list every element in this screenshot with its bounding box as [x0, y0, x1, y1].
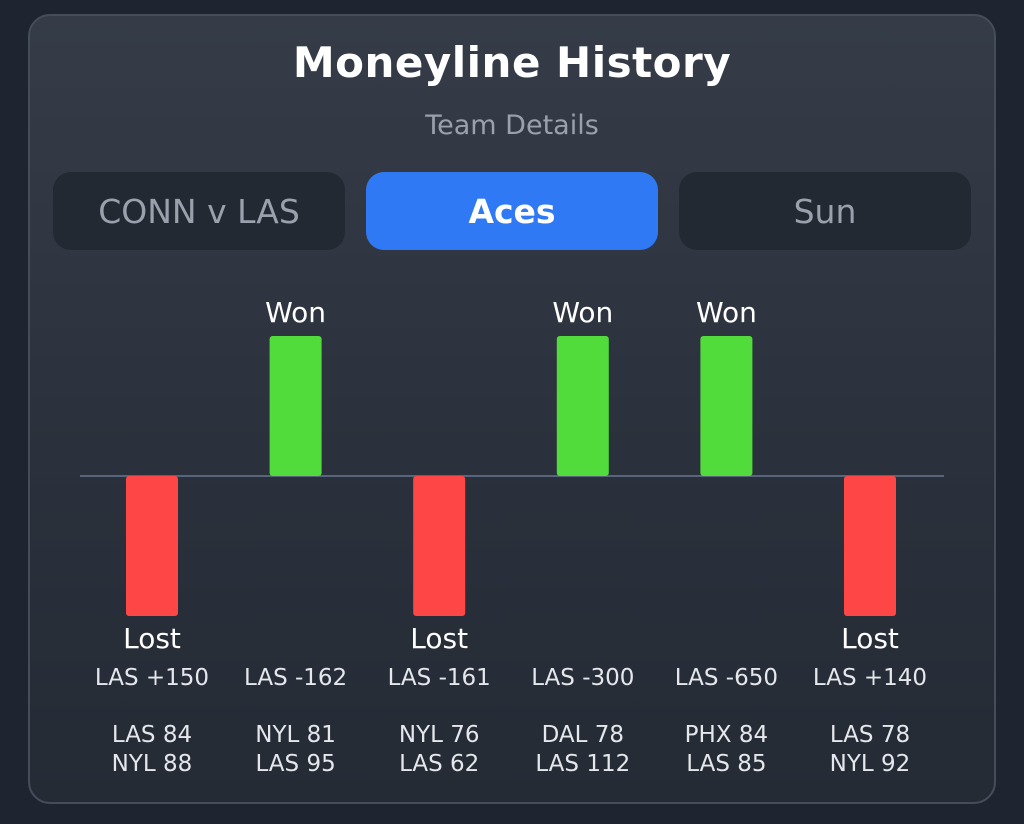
score-line: NYL 92	[830, 751, 911, 777]
tab-aces[interactable]: Aces	[366, 172, 658, 250]
score-line: PHX 84	[685, 722, 769, 748]
page-subtitle: Team Details	[425, 110, 599, 141]
score-line: NYL 88	[112, 751, 193, 777]
page-title: Moneyline History	[292, 38, 732, 87]
score-line: DAL 78	[542, 722, 624, 748]
score-line: NYL 76	[399, 722, 480, 748]
score-line: LAS 84	[112, 722, 192, 748]
tab-matchup[interactable]: CONN v LAS	[53, 172, 345, 250]
result-label: Won	[552, 296, 613, 329]
lost-bar	[844, 476, 896, 616]
score-line: LAS 85	[686, 751, 766, 777]
score-line: LAS 112	[535, 751, 630, 777]
lost-bar	[126, 476, 178, 616]
result-label: Won	[696, 296, 757, 329]
moneyline-label: LAS -162	[244, 665, 347, 691]
score-line: LAS 95	[255, 751, 335, 777]
result-label: Lost	[410, 622, 468, 655]
tab-sun[interactable]: Sun	[679, 172, 971, 250]
won-bar	[556, 336, 609, 476]
moneyline-label: LAS +150	[95, 665, 209, 691]
result-label: Won	[265, 296, 326, 329]
result-label: Lost	[841, 622, 899, 655]
moneyline-label: LAS -650	[675, 665, 778, 691]
result-label: Lost	[123, 622, 181, 655]
moneyline-card	[28, 14, 996, 804]
moneyline-label: LAS -161	[388, 665, 491, 691]
score-line: LAS 78	[830, 722, 910, 748]
moneyline-label: LAS +140	[813, 665, 927, 691]
score-line: LAS 62	[399, 751, 479, 777]
moneyline-label: LAS -300	[531, 665, 634, 691]
lost-bar	[413, 476, 466, 616]
won-bar	[700, 336, 753, 476]
won-bar	[269, 336, 322, 476]
score-line: NYL 81	[255, 722, 336, 748]
